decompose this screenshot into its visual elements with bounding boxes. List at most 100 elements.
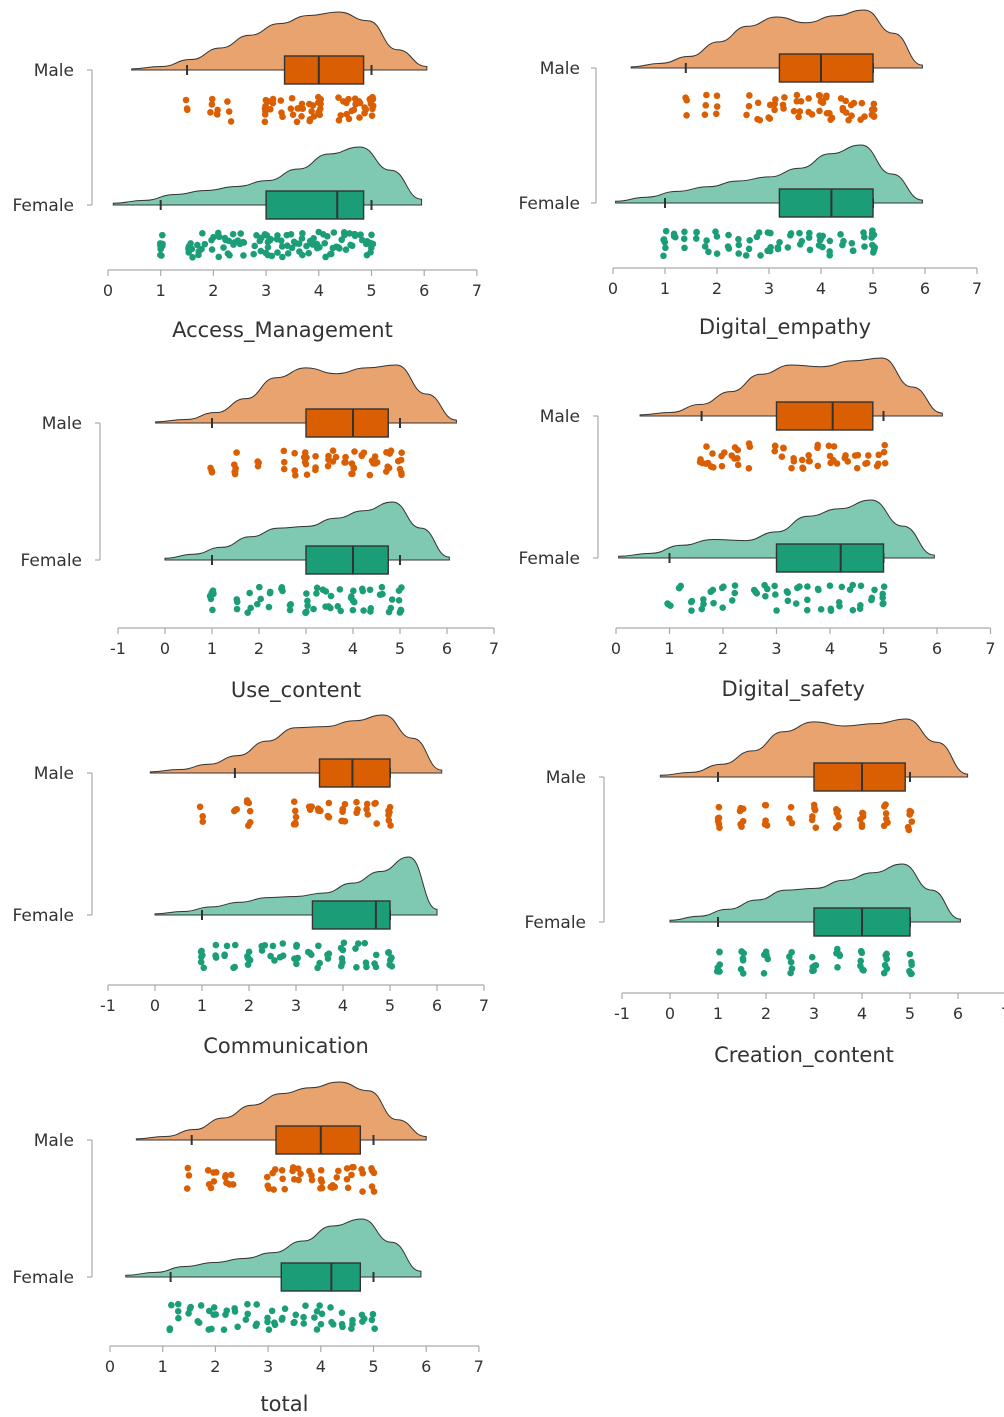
data-point-female xyxy=(773,607,780,614)
data-point-male xyxy=(702,102,710,109)
category-label-male: Male xyxy=(34,61,74,81)
data-point-female xyxy=(766,247,774,255)
data-point-male xyxy=(351,448,358,455)
data-point-female xyxy=(849,247,857,254)
x-tick-label: 5 xyxy=(905,1004,915,1023)
data-point-female xyxy=(735,235,742,243)
data-point-male xyxy=(288,94,296,102)
data-point-female xyxy=(313,590,320,597)
category-label-female: Female xyxy=(525,913,586,933)
data-point-female xyxy=(354,940,362,947)
data-point-female xyxy=(731,582,739,589)
data-point-female xyxy=(325,950,333,957)
data-point-male xyxy=(354,806,361,813)
data-point-female xyxy=(231,941,239,949)
data-point-female xyxy=(287,601,295,608)
data-point-male xyxy=(317,1166,325,1174)
category-label-female: Female xyxy=(519,194,580,214)
data-point-male xyxy=(816,107,823,115)
data-point-female xyxy=(292,1311,300,1319)
x-tick-label: 7 xyxy=(972,279,982,298)
data-point-female xyxy=(195,251,202,259)
data-point-male xyxy=(329,447,337,454)
data-point-female xyxy=(804,583,811,590)
data-point-male xyxy=(788,464,795,472)
data-point-female xyxy=(199,952,206,959)
data-point-male xyxy=(371,453,379,460)
data-point-female xyxy=(174,1307,182,1315)
data-point-male xyxy=(309,102,317,109)
data-point-male xyxy=(745,102,753,110)
data-point-female xyxy=(716,948,723,956)
data-point-male xyxy=(713,103,721,110)
data-point-female xyxy=(836,951,843,959)
data-point-female xyxy=(338,1309,346,1317)
x-tick-label: 1 xyxy=(713,1004,723,1023)
category-label-male: Male xyxy=(546,768,586,788)
data-point-female xyxy=(268,252,276,260)
data-point-female xyxy=(742,252,750,259)
x-tick-label: 0 xyxy=(150,996,160,1015)
box-male xyxy=(318,758,391,788)
data-point-male xyxy=(797,97,805,105)
data-point-male xyxy=(308,803,316,811)
data-point-male xyxy=(210,1169,217,1176)
data-point-female xyxy=(244,609,251,616)
data-point-female xyxy=(210,590,217,598)
data-point-female xyxy=(324,233,331,240)
data-point-female xyxy=(784,597,792,605)
data-point-female xyxy=(327,250,334,258)
data-point-female xyxy=(210,1304,218,1311)
data-point-female xyxy=(681,228,688,236)
data-point-female xyxy=(198,245,205,253)
data-point-female xyxy=(880,583,888,590)
data-point-female xyxy=(358,1311,366,1319)
data-point-female xyxy=(826,248,833,255)
data-point-female xyxy=(834,964,841,971)
data-point-female xyxy=(784,244,792,251)
data-point-male xyxy=(303,471,311,479)
x-axis-title: Digital_safety xyxy=(722,677,865,702)
box-male xyxy=(305,408,389,438)
data-point-female xyxy=(293,960,300,968)
category-label-male: Male xyxy=(540,59,580,79)
data-point-female xyxy=(848,239,856,247)
data-point-male xyxy=(300,453,308,461)
box-female xyxy=(778,188,874,218)
data-point-male xyxy=(312,464,319,471)
data-point-female xyxy=(226,251,233,259)
data-point-male xyxy=(263,1173,271,1181)
data-point-male xyxy=(858,99,866,107)
density-cloud-male xyxy=(149,714,443,774)
data-point-male xyxy=(359,1188,366,1195)
data-point-male xyxy=(224,98,231,105)
data-point-male xyxy=(858,823,866,831)
data-point-male xyxy=(230,807,238,815)
data-point-female xyxy=(827,605,835,613)
data-point-male xyxy=(853,464,861,472)
data-point-female xyxy=(220,244,227,251)
data-point-female xyxy=(716,961,724,968)
data-point-female xyxy=(816,232,823,239)
data-point-female xyxy=(230,964,237,972)
data-point-male xyxy=(734,455,741,462)
data-point-female xyxy=(757,252,764,259)
category-label-female: Female xyxy=(13,1268,74,1288)
data-point-female xyxy=(750,586,758,594)
data-point-male xyxy=(214,111,221,118)
data-point-female xyxy=(304,948,312,956)
data-point-female xyxy=(372,951,380,959)
data-point-male xyxy=(318,1178,326,1186)
data-point-male xyxy=(812,824,820,832)
data-point-male xyxy=(279,1175,286,1183)
data-point-female xyxy=(705,248,712,256)
data-point-male xyxy=(715,803,723,811)
x-tick-label: 1 xyxy=(207,639,217,658)
data-point-male xyxy=(780,444,787,452)
data-point-female xyxy=(710,599,717,607)
x-tick-label: 3 xyxy=(764,279,774,298)
data-point-female xyxy=(188,245,196,253)
x-axis-title: Access_Management xyxy=(172,318,393,343)
data-point-female xyxy=(826,237,834,245)
